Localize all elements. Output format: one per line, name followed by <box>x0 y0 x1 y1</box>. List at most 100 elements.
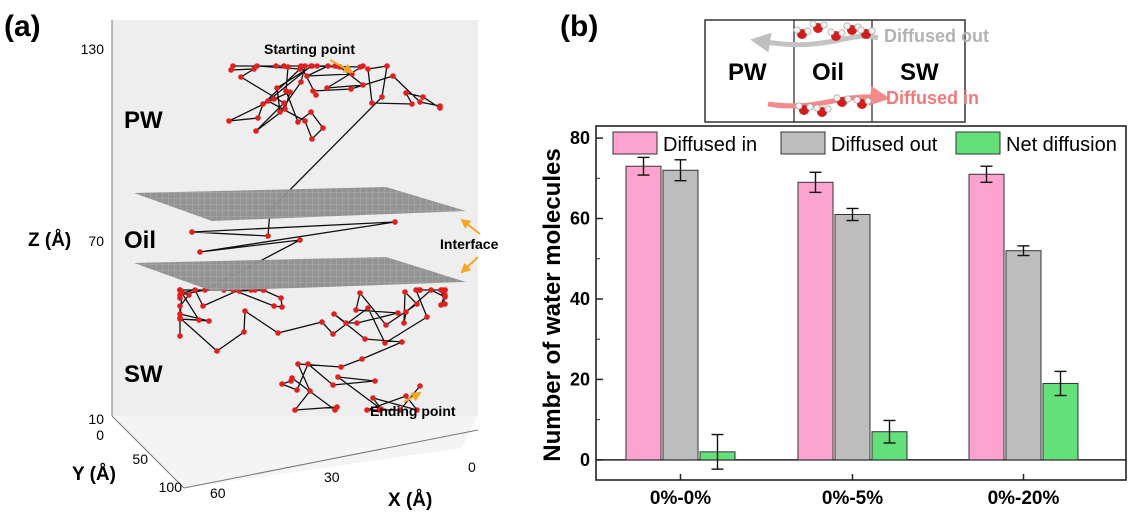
trajectory-point <box>379 94 385 100</box>
trajectory-point <box>304 73 310 79</box>
trajectory-point <box>362 336 368 342</box>
bars <box>596 156 1126 470</box>
trajectory-point <box>295 119 301 125</box>
region-label-oil: Oil <box>124 227 156 254</box>
trajectory-point <box>279 304 285 310</box>
trajectory-point <box>230 63 236 69</box>
bar-diffused-out <box>834 214 871 461</box>
trajectory-point <box>238 74 244 80</box>
y-tick-label: 60 <box>570 209 590 229</box>
diffused-out-label: Diffused out <box>884 26 989 46</box>
trajectory-point <box>348 86 354 92</box>
bar-diffused-in <box>797 181 834 461</box>
trajectory-point <box>287 89 293 95</box>
trajectory-point <box>308 63 314 69</box>
diffused-in-label: Diffused in <box>886 88 979 108</box>
trajectory-point <box>274 85 280 91</box>
trajectory-point <box>319 319 325 325</box>
trajectory-point <box>255 115 261 121</box>
trajectory-point <box>189 229 195 235</box>
trajectory-point <box>390 73 396 79</box>
ending-point-label: Ending point <box>370 403 456 419</box>
trajectory-point <box>392 219 398 225</box>
trajectory-point <box>310 88 316 94</box>
plot-frame <box>595 125 1127 481</box>
trajectory-point <box>294 387 300 393</box>
x-tick-label: 0%-20% <box>988 488 1060 509</box>
y-tick: 0 <box>96 427 104 443</box>
z-tick: 130 <box>81 41 105 57</box>
trajectory-point <box>251 66 257 72</box>
trajectory-point <box>420 94 426 100</box>
upper-interface-plane <box>134 187 466 221</box>
trajectory-point <box>200 303 206 309</box>
trajectory-point <box>403 90 409 96</box>
trajectory-point <box>376 407 382 413</box>
back-wall <box>112 20 478 416</box>
legend-label-diffused-in: Diffused in <box>663 134 757 156</box>
trajectory-point <box>281 100 287 106</box>
trajectory-point <box>260 101 266 107</box>
trajectory-point <box>402 289 408 295</box>
trajectory-point <box>177 311 183 317</box>
trajectory-point <box>309 136 315 142</box>
trajectory-point <box>399 339 405 345</box>
trajectory-point <box>324 85 330 91</box>
trajectory-point <box>226 118 232 124</box>
trajectory-point <box>253 128 259 134</box>
hydrogen-atom <box>824 105 832 113</box>
trajectory-point <box>343 320 349 326</box>
hydrogen-atom <box>820 21 828 29</box>
trajectory-point <box>292 407 298 413</box>
interface-arrow-lower <box>460 256 479 274</box>
hydrogen-atom <box>827 28 835 36</box>
legend-swatch-net-diffusion <box>955 131 1001 155</box>
trajectory-point <box>295 361 301 367</box>
panel-b-label: (b) <box>560 10 598 43</box>
hydrogen-atom <box>795 102 803 110</box>
hydrogen-atom <box>853 96 861 104</box>
trajectory-point <box>403 393 409 399</box>
trajectory-point <box>265 98 271 104</box>
trajectory-point <box>313 92 319 98</box>
floor <box>112 416 478 488</box>
trajectory-point <box>354 320 360 326</box>
bar-diffused-out <box>662 169 699 461</box>
starting-point-label: Starting point <box>264 41 355 57</box>
trajectory-point <box>314 63 320 69</box>
trajectory-point <box>401 320 407 326</box>
trajectory-point <box>186 292 192 298</box>
trajectory-point <box>442 301 448 307</box>
trajectory-point <box>179 290 185 296</box>
trajectory-point <box>359 356 365 362</box>
schematic-sw-label: SW <box>900 59 939 86</box>
lower-interface-plane <box>134 257 466 291</box>
legend-swatch-diffused-in <box>612 131 658 155</box>
trajectory-point <box>330 331 336 337</box>
y-axis-line <box>111 415 185 489</box>
trajectory-point <box>357 290 363 296</box>
trajectory-point <box>438 287 444 293</box>
bar-diffused-in <box>625 165 662 461</box>
trajectory-point <box>442 294 448 300</box>
y-tick-label: 0 <box>580 450 590 470</box>
panel-b: (b) PW Oil SW Diffused out Diffused in N… <box>539 10 1127 509</box>
water-molecules <box>793 20 876 117</box>
trajectory-point <box>417 99 423 105</box>
panel-a-label: (a) <box>4 10 41 43</box>
trajectory-point <box>370 395 376 401</box>
x-tick-label: 0%-0% <box>650 488 711 509</box>
hydrogen-atom <box>809 20 817 28</box>
trajectory-point <box>414 407 420 413</box>
y-tick-label: 40 <box>570 289 590 309</box>
trajectory-point <box>279 381 285 387</box>
trajectory-point <box>335 374 341 380</box>
panel-a: (a) 130 70 10 Z (Å) 0 50 100 Y (Å) 60 30… <box>4 10 499 511</box>
hydrogen-atom <box>806 103 814 111</box>
trajectory-point <box>177 295 183 301</box>
z-tick: 70 <box>88 233 104 249</box>
trajectory-point <box>297 237 303 243</box>
trajectory-point <box>277 109 283 115</box>
diffused-in-arrow <box>767 86 890 109</box>
